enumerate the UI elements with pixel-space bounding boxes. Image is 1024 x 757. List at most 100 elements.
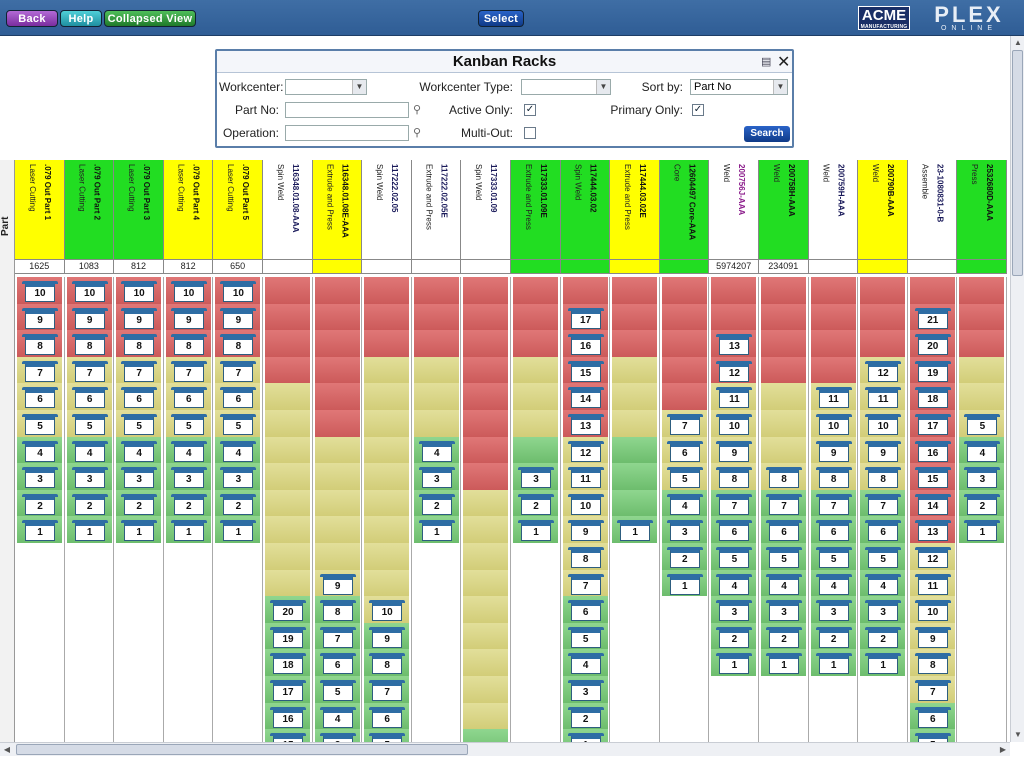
horizontal-scrollbar[interactable]: ◀ ▶: [0, 742, 1010, 756]
kanban-bin-icon[interactable]: 7: [716, 493, 753, 515]
kanban-bin-icon[interactable]: 3: [121, 467, 158, 489]
scroll-left-icon[interactable]: ◀: [3, 745, 11, 754]
kanban-bin-icon[interactable]: 9: [567, 520, 604, 542]
part-number[interactable]: .079 Out Part 4: [191, 164, 201, 221]
kanban-bin-icon[interactable]: 3: [666, 520, 703, 542]
kanban-bin-icon[interactable]: 1: [567, 733, 604, 742]
kanban-bin-icon[interactable]: 21: [914, 307, 951, 329]
kanban-bin-icon[interactable]: 12: [716, 360, 753, 382]
back-button[interactable]: Back: [6, 10, 58, 27]
kanban-bin-icon[interactable]: 4: [121, 440, 158, 462]
part-number[interactable]: .079 Out Part 3: [141, 164, 151, 221]
kanban-bin-icon[interactable]: 6: [121, 387, 158, 409]
kanban-bin-icon[interactable]: 3: [518, 467, 554, 489]
kanban-bin-icon[interactable]: 6: [914, 706, 951, 728]
kanban-bin-icon[interactable]: 3: [220, 467, 257, 489]
kanban-bin-icon[interactable]: 7: [369, 680, 406, 701]
kanban-bin-icon[interactable]: 2: [964, 493, 1001, 515]
kanban-bin-icon[interactable]: 5: [220, 414, 257, 435]
kanban-bin-icon[interactable]: 5: [22, 414, 58, 435]
kanban-bin-icon[interactable]: 2: [567, 706, 604, 728]
kanban-bin-icon[interactable]: 6: [22, 387, 58, 409]
kanban-bin-icon[interactable]: 9: [914, 626, 951, 648]
kanban-bin-icon[interactable]: 1: [418, 520, 455, 542]
kanban-bin-icon[interactable]: 4: [716, 573, 753, 595]
kanban-bin-icon[interactable]: 1: [865, 653, 902, 675]
kanban-bin-icon[interactable]: 6: [319, 653, 356, 675]
part-number[interactable]: 200759H-AAA: [836, 164, 846, 217]
kanban-bin-icon[interactable]: 5: [914, 733, 951, 742]
kanban-bin-icon[interactable]: 8: [914, 653, 951, 675]
part-number[interactable]: 2532680D-AAA: [985, 164, 995, 221]
kanban-bin-icon[interactable]: 4: [71, 440, 108, 462]
kanban-bin-icon[interactable]: 10: [815, 414, 852, 435]
kanban-bin-icon[interactable]: 9: [716, 440, 753, 462]
kanban-bin-icon[interactable]: 4: [418, 440, 455, 462]
kanban-bin-icon[interactable]: 1: [121, 520, 158, 542]
kanban-bin-icon[interactable]: 4: [815, 573, 852, 595]
export-icon[interactable]: ▤: [761, 56, 772, 68]
kanban-bin-icon[interactable]: 13: [716, 334, 753, 356]
column-header[interactable]: Assemble 23-1080831-0-B: [907, 160, 958, 260]
kanban-bin-icon[interactable]: 1: [170, 520, 207, 542]
kanban-bin-icon[interactable]: 5: [170, 414, 207, 435]
kanban-bin-icon[interactable]: 6: [716, 520, 753, 542]
kanban-bin-icon[interactable]: 8: [22, 334, 58, 356]
kanban-bin-icon[interactable]: 6: [865, 520, 902, 542]
kanban-bin-icon[interactable]: 10: [71, 281, 108, 302]
kanban-bin-icon[interactable]: 8: [71, 334, 108, 356]
kanban-bin-icon[interactable]: 20: [270, 600, 306, 622]
kanban-bin-icon[interactable]: 7: [666, 414, 703, 435]
column-header[interactable]: Extrude and Press 117333.01.09E: [511, 160, 561, 260]
kanban-bin-icon[interactable]: 16: [270, 706, 306, 728]
part-number[interactable]: 117444.03.02E: [637, 164, 647, 218]
kanban-bin-icon[interactable]: 10: [914, 600, 951, 622]
kanban-bin-icon[interactable]: 2: [666, 547, 703, 568]
kanban-bin-icon[interactable]: 4: [319, 706, 356, 728]
workcenter-select[interactable]: ▼: [285, 79, 367, 95]
kanban-bin-icon[interactable]: 8: [567, 547, 604, 568]
kanban-bin-icon[interactable]: 8: [170, 334, 207, 356]
kanban-bin-icon[interactable]: 4: [567, 653, 604, 675]
column-header[interactable]: Spin Weld 117444.03.02: [560, 160, 611, 260]
kanban-bin-icon[interactable]: 4: [865, 573, 902, 595]
sort-by-select[interactable]: Part No ▼: [690, 79, 788, 95]
kanban-bin-icon[interactable]: 8: [865, 467, 902, 489]
kanban-bin-icon[interactable]: 15: [567, 360, 604, 382]
part-number[interactable]: 117333.01.09: [489, 164, 499, 213]
kanban-bin-icon[interactable]: 3: [22, 467, 58, 489]
kanban-bin-icon[interactable]: 2: [815, 626, 852, 648]
kanban-bin-icon[interactable]: 16: [567, 334, 604, 356]
kanban-bin-icon[interactable]: 9: [22, 307, 58, 329]
kanban-bin-icon[interactable]: 8: [121, 334, 158, 356]
kanban-bin-icon[interactable]: 2: [418, 493, 455, 515]
part-number[interactable]: 116348.01.08E-AAA: [340, 164, 350, 238]
scroll-down-icon[interactable]: ▼: [1014, 730, 1022, 739]
kanban-bin-icon[interactable]: 3: [865, 600, 902, 622]
vertical-scroll-thumb[interactable]: [1012, 50, 1023, 276]
kanban-bin-icon[interactable]: 9: [319, 573, 356, 595]
kanban-bin-icon[interactable]: 3: [766, 600, 802, 622]
kanban-bin-icon[interactable]: 2: [220, 493, 257, 515]
kanban-bin-icon[interactable]: 10: [567, 493, 604, 515]
binoculars-icon[interactable]: ⚲: [413, 127, 422, 139]
column-header[interactable]: Laser Cutting .079 Out Part 5: [213, 160, 263, 260]
part-number[interactable]: 200756J-AAA: [737, 164, 747, 216]
kanban-bin-icon[interactable]: 10: [220, 281, 257, 302]
kanban-bin-icon[interactable]: 10: [170, 281, 207, 302]
kanban-bin-icon[interactable]: 1: [518, 520, 554, 542]
collapsed-view-button[interactable]: Collapsed View: [104, 10, 196, 27]
kanban-bin-icon[interactable]: 10: [865, 414, 902, 435]
kanban-bin-icon[interactable]: 8: [319, 600, 356, 622]
kanban-bin-icon[interactable]: 2: [22, 493, 58, 515]
kanban-bin-icon[interactable]: 10: [22, 281, 58, 302]
column-header[interactable]: Core 12604497 Core-AAA: [659, 160, 710, 260]
column-header[interactable]: Weld 200759H-AAA: [808, 160, 859, 260]
column-header[interactable]: Spin Weld 117333.01.09: [461, 160, 511, 260]
kanban-bin-icon[interactable]: 6: [369, 706, 406, 728]
column-header[interactable]: Spin Weld 117222.02.05: [362, 160, 412, 260]
kanban-bin-icon[interactable]: 3: [170, 467, 207, 489]
kanban-bin-icon[interactable]: 1: [815, 653, 852, 675]
kanban-bin-icon[interactable]: 19: [914, 360, 951, 382]
kanban-bin-icon[interactable]: 5: [865, 547, 902, 568]
